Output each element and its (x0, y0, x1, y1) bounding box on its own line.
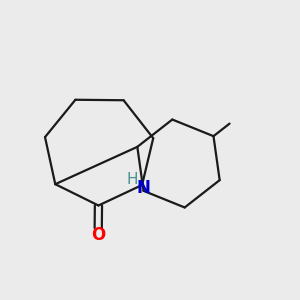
Text: N: N (136, 179, 150, 197)
Text: H: H (126, 172, 138, 187)
Text: O: O (91, 226, 105, 244)
